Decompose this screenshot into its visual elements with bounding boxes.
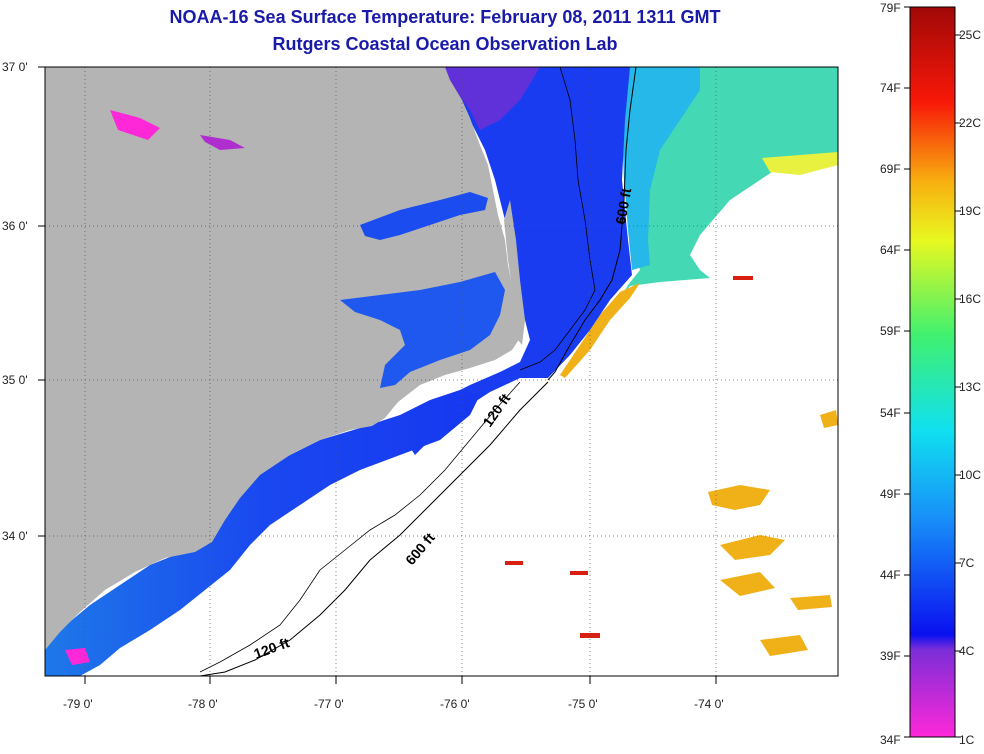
colorbar-c-label: 4C [959,644,975,658]
colorbar-f-label: 49F [880,487,901,501]
lon-label: -78 0' [188,697,218,711]
shelf-water-south [45,390,480,676]
isobath-600ft-south [199,381,549,676]
colorbar [909,6,956,738]
colorbar-f-label: 59F [880,324,901,338]
albemarle-sound [360,192,488,240]
colorbar-c-label: 22C [959,116,982,130]
colorbar-c-label: 13C [959,380,982,394]
lat-label: 36 0' [2,219,28,233]
colorbar-ticks [904,6,961,738]
map-title: NOAA-16 Sea Surface Temperature: Februar… [169,7,721,27]
lon-label: -77 0' [314,697,344,711]
warm-patch [820,410,838,428]
isobath-120ft-south [199,381,521,673]
isobath-coastline-shelf [519,67,596,371]
warm-patch [708,485,770,510]
lon-label: -74 0' [694,697,724,711]
warm-patch [570,571,588,575]
lon-label: -75 0' [568,697,598,711]
isobath-600ft-north [547,67,637,381]
frame-border [44,66,839,677]
colorbar-f-label: 64F [880,243,901,257]
lake [110,110,160,140]
colorbar-c-label: 7C [959,556,975,570]
warm-patch [505,561,523,565]
barrier-island [504,200,525,345]
colorbar-f-label: 79F [880,1,901,15]
colorbar-f-label: 34F [880,733,901,747]
lake [200,135,245,150]
lon-label: -76 0' [440,697,470,711]
colorbar-f-label: 54F [880,406,901,420]
graticule [45,67,838,676]
warm-patch [760,635,808,656]
colorbar-f-label: 69F [880,162,901,176]
lon-label: -79 0' [63,697,93,711]
contour-label-600ft: 600 ft [612,186,634,225]
colorbar-c-label: 10C [959,468,982,482]
warm-patch [720,535,785,560]
purple-cold-water [440,67,540,130]
colorbar-f-label: 44F [880,568,901,582]
colorbar-c-label: 25C [959,28,982,42]
map-subtitle: Rutgers Coastal Ocean Observation Lab [272,34,618,54]
lat-label: 34 0' [2,529,28,543]
warm-front [762,152,838,175]
warm-patch [790,595,832,610]
lat-label: 35 0' [2,373,28,387]
warm-patch [733,276,753,280]
lat-label: 37 0' [2,60,28,74]
colorbar-f-label: 74F [880,81,901,95]
colorbar-c-label: 16C [959,292,982,306]
warm-patch [720,572,775,596]
colorbar-c-label: 1C [959,733,975,747]
cyan-band [622,67,700,270]
slope-front [560,283,640,378]
pamlico-sound [340,272,505,388]
lake [65,648,90,665]
colorbar-f-label: 39F [880,649,901,663]
colorbar-c-label: 19C [959,204,982,218]
frame-ticks [38,66,717,684]
